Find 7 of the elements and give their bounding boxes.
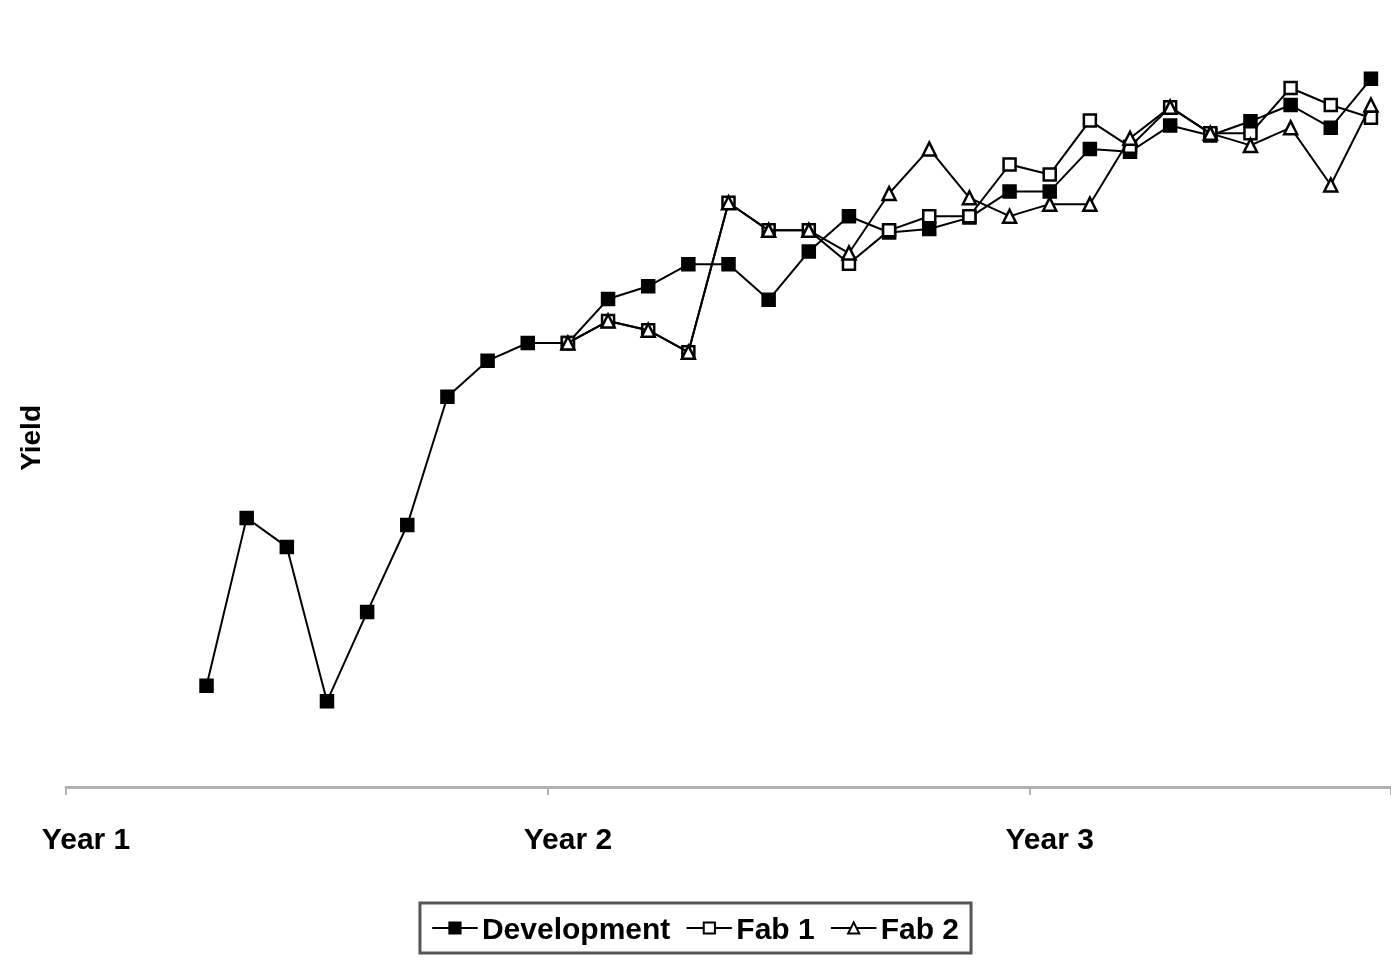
legend-label: Development <box>481 911 671 945</box>
x-tick-label: Year 1 <box>41 821 131 855</box>
x-tick-label: Year 2 <box>523 821 613 855</box>
legend-label: Fab 2 <box>880 911 960 945</box>
y-axis-title: Yield <box>14 405 46 471</box>
x-tick-label: Year 3 <box>1005 821 1094 855</box>
legend-label: Fab 1 <box>736 911 815 945</box>
